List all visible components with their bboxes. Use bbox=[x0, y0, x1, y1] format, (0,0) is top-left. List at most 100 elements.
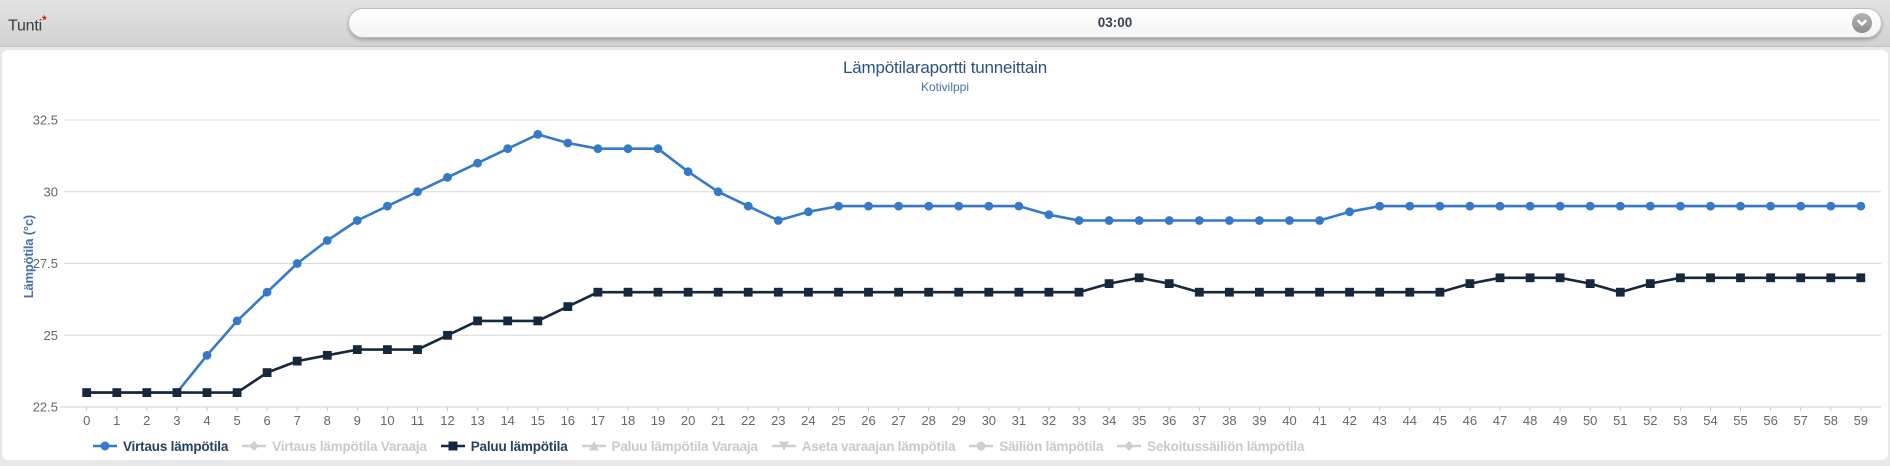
x-axis-tick-label: 15 bbox=[531, 413, 545, 428]
data-point-marker bbox=[292, 356, 302, 366]
x-axis-tick-label: 4 bbox=[203, 413, 210, 428]
data-point-marker bbox=[352, 345, 362, 354]
data-point-marker bbox=[1375, 201, 1385, 211]
data-point-marker bbox=[804, 287, 813, 297]
data-point-marker bbox=[1495, 201, 1505, 211]
x-axis-tick-label: 5 bbox=[233, 413, 240, 428]
x-axis-tick-label: 13 bbox=[470, 413, 484, 428]
x-axis-tick-label: 37 bbox=[1192, 413, 1206, 428]
data-point-marker bbox=[1164, 216, 1174, 225]
hour-dropdown[interactable]: 03:00 bbox=[348, 8, 1882, 38]
data-point-marker bbox=[1676, 201, 1685, 211]
data-point-marker bbox=[563, 302, 573, 311]
data-point-marker bbox=[1555, 201, 1565, 211]
y-axis-tick-label: 32.5 bbox=[33, 113, 58, 128]
data-point-marker bbox=[1225, 287, 1234, 297]
data-point-marker bbox=[954, 201, 964, 211]
x-axis-tick-label: 53 bbox=[1673, 413, 1687, 428]
data-point-marker bbox=[1134, 273, 1144, 283]
x-axis-tick-label: 56 bbox=[1763, 413, 1777, 428]
data-point-marker bbox=[864, 287, 873, 297]
data-point-marker bbox=[1555, 273, 1565, 283]
data-point-marker bbox=[1645, 201, 1655, 211]
legend-item-paluu-lampotila-varaaja[interactable]: Paluu lämpötila Varaaja bbox=[581, 439, 758, 454]
data-point-marker bbox=[1796, 273, 1806, 283]
x-axis-tick-label: 47 bbox=[1493, 413, 1507, 428]
data-point-marker bbox=[1645, 279, 1655, 288]
legend-item-virtaus-lampotila[interactable]: Virtaus lämpötila bbox=[92, 439, 228, 454]
data-point-marker bbox=[1766, 273, 1775, 283]
data-point-marker bbox=[383, 201, 392, 211]
x-axis-tick-label: 49 bbox=[1553, 413, 1567, 428]
data-point-marker bbox=[1345, 287, 1354, 297]
x-axis-tick-label: 33 bbox=[1072, 413, 1086, 428]
x-axis-tick-label: 10 bbox=[380, 413, 394, 428]
legend-item-label: Virtaus lämpötila bbox=[123, 438, 229, 454]
data-point-marker bbox=[653, 287, 663, 297]
legend-item-sekoitussailion-lampotila[interactable]: Sekoitussäiliön lämpötila bbox=[1116, 439, 1304, 454]
data-point-marker bbox=[1826, 273, 1836, 283]
legend-item-sailion-lampotila[interactable]: Säiliön lämpötila bbox=[968, 439, 1103, 454]
x-axis-tick-label: 28 bbox=[921, 413, 935, 428]
x-axis-tick-label: 58 bbox=[1824, 413, 1838, 428]
x-axis-tick-label: 0 bbox=[83, 413, 90, 428]
data-point-marker bbox=[1706, 201, 1715, 211]
chart-subtitle: Kotivilppi bbox=[920, 80, 970, 94]
chart-panel: Lämpötilaraportti tunneittain Kotivilppi… bbox=[2, 50, 1888, 460]
data-point-marker bbox=[623, 287, 633, 297]
x-axis-tick-label: 24 bbox=[801, 413, 815, 428]
data-point-marker bbox=[1525, 273, 1535, 283]
x-axis-tick-label: 40 bbox=[1282, 413, 1296, 428]
data-point-marker bbox=[82, 388, 92, 397]
data-point-marker bbox=[1104, 279, 1114, 288]
data-point-marker bbox=[1104, 216, 1114, 225]
x-axis-tick-label: 54 bbox=[1703, 413, 1717, 428]
legend-circle-marker-icon bbox=[93, 441, 117, 451]
x-axis-tick-label: 39 bbox=[1252, 413, 1266, 428]
data-point-marker bbox=[1375, 287, 1385, 297]
x-axis-tick-label: 12 bbox=[440, 413, 454, 428]
data-point-marker bbox=[653, 144, 663, 154]
data-point-marker bbox=[864, 201, 873, 211]
x-axis-tick-label: 41 bbox=[1312, 413, 1326, 428]
x-axis-tick-label: 30 bbox=[982, 413, 996, 428]
data-point-marker bbox=[1856, 201, 1866, 211]
hour-field-label-text: Tunti bbox=[8, 17, 42, 35]
legend-item-virtaus-lampotila-varaaja[interactable]: Virtaus lämpötila Varaaja bbox=[241, 439, 427, 454]
data-point-marker bbox=[413, 345, 422, 354]
x-axis-tick-label: 55 bbox=[1733, 413, 1747, 428]
data-point-marker bbox=[473, 158, 482, 168]
data-point-marker bbox=[984, 287, 994, 297]
data-point-marker bbox=[1435, 201, 1445, 211]
x-axis-tick-label: 51 bbox=[1613, 413, 1627, 428]
data-point-marker bbox=[172, 388, 182, 397]
x-axis-tick-label: 18 bbox=[621, 413, 635, 428]
legend-item-aseta-varaajan-lampotila[interactable]: Aseta varaajan lämpötila bbox=[771, 438, 956, 454]
legend-item-paluu-lampotila[interactable]: Paluu lämpötila bbox=[440, 439, 568, 454]
x-axis-tick-label: 32 bbox=[1042, 413, 1056, 428]
x-axis-tick-label: 38 bbox=[1222, 413, 1236, 428]
x-axis-tick-label: 46 bbox=[1463, 413, 1477, 428]
data-point-marker bbox=[834, 287, 843, 297]
legend-item-label: Aseta varaajan lämpötila bbox=[801, 438, 956, 454]
data-point-marker bbox=[743, 287, 753, 297]
x-axis-tick-label: 25 bbox=[831, 413, 845, 428]
x-axis-tick-label: 23 bbox=[771, 413, 785, 428]
data-point-marker bbox=[984, 201, 994, 211]
data-point-marker bbox=[322, 350, 332, 360]
y-axis-tick-label: 27.5 bbox=[33, 256, 58, 271]
chevron-down-icon[interactable] bbox=[1852, 13, 1872, 33]
x-axis-tick-label: 48 bbox=[1523, 413, 1537, 428]
data-point-marker bbox=[232, 388, 242, 397]
data-point-marker bbox=[413, 187, 422, 197]
data-point-marker bbox=[1796, 201, 1806, 211]
x-axis-tick-label: 42 bbox=[1342, 413, 1356, 428]
x-axis-tick-label: 7 bbox=[294, 413, 301, 428]
data-point-marker bbox=[262, 287, 272, 297]
data-point-marker bbox=[894, 201, 903, 211]
y-axis-tick-label: 22.5 bbox=[33, 400, 58, 415]
x-axis-tick-label: 22 bbox=[741, 413, 755, 428]
x-axis-tick-label: 43 bbox=[1372, 413, 1386, 428]
data-point-marker bbox=[292, 259, 302, 268]
